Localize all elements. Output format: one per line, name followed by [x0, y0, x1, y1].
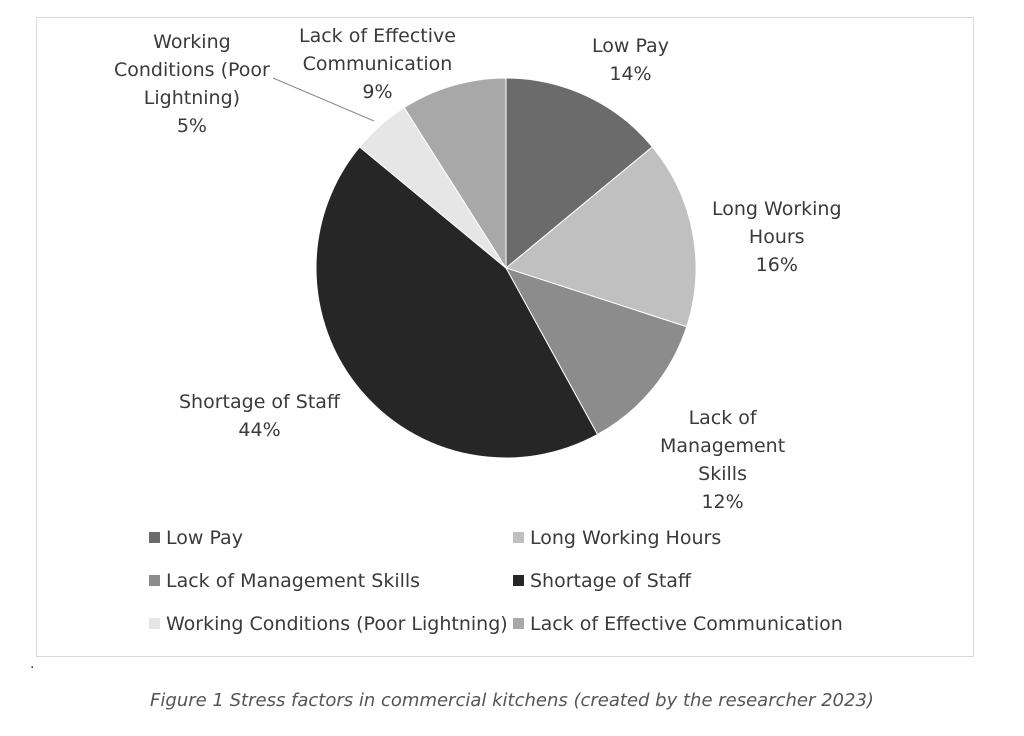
slice-label-shortage-of-staff: Shortage of Staff 44% — [179, 388, 340, 444]
slice-label-effective-communication-percent: 9% — [362, 81, 393, 103]
slice-label-long-working-hours-line2: Hours — [748, 226, 805, 248]
pie-slice-lack-of-management-skills — [504, 267, 688, 436]
legend-swatch-working-conditions — [149, 618, 160, 629]
legend-label-working-conditions: Working Conditions (Poor Lightning) — [166, 613, 508, 635]
slice-label-management-skills: Lack of Management Skills 12% — [660, 404, 785, 516]
slice-label-long-working-hours: Long Working Hours 16% — [712, 195, 842, 279]
slice-label-management-skills-line3: Skills — [698, 463, 747, 485]
legend-label-low-pay: Low Pay — [166, 527, 243, 549]
slice-label-working-conditions-percent: 5% — [176, 115, 207, 137]
pie-slice-lack-of-effective-communication — [403, 77, 507, 270]
slice-label-long-working-hours-percent: 16% — [755, 254, 798, 276]
figure-caption: Figure 1 Stress factors in commercial ki… — [150, 690, 874, 711]
legend-swatch-long-working-hours — [513, 532, 524, 543]
slice-label-management-skills-line2: Management — [660, 435, 786, 457]
legend-item-working-conditions: Working Conditions (Poor Lightning) — [149, 613, 508, 635]
pie-chart — [272, 77, 697, 459]
pie-slice-shortage-of-staff — [315, 146, 599, 459]
legend-item-management-skills: Lack of Management Skills — [149, 570, 420, 592]
slice-label-management-skills-line1: Lack of — [688, 407, 757, 429]
legend-swatch-management-skills — [149, 575, 160, 586]
legend-swatch-effective-communication — [513, 618, 524, 629]
slice-label-long-working-hours-line1: Long Working — [712, 198, 842, 220]
legend-label-management-skills: Lack of Management Skills — [166, 570, 421, 592]
pie-slice-long-working-hours — [504, 146, 697, 328]
leader-line-working-conditions — [272, 77, 375, 122]
chart-frame: Low Pay 14% Long Working Hours 16% Lack … — [36, 17, 974, 657]
slice-label-shortage-of-staff-percent: 44% — [238, 419, 281, 441]
stray-dot: . — [30, 656, 35, 672]
slice-label-effective-communication-line1: Lack of Effective — [299, 25, 456, 47]
slice-label-working-conditions-line1: Working — [153, 31, 231, 53]
legend-swatch-shortage-of-staff — [513, 575, 524, 586]
legend-item-long-working-hours: Long Working Hours — [513, 527, 721, 549]
legend-label-shortage-of-staff: Shortage of Staff — [530, 570, 692, 592]
legend-item-shortage-of-staff: Shortage of Staff — [513, 570, 691, 592]
slice-label-effective-communication: Lack of Effective Communication 9% — [299, 22, 456, 106]
slice-label-low-pay: Low Pay 14% — [592, 32, 669, 88]
slice-label-management-skills-percent: 12% — [701, 491, 744, 513]
slice-label-low-pay-name: Low Pay — [592, 35, 669, 57]
legend-item-low-pay: Low Pay — [149, 527, 243, 549]
slice-label-shortage-of-staff-name: Shortage of Staff — [179, 391, 341, 413]
slice-label-effective-communication-line2: Communication — [302, 53, 453, 75]
legend-label-long-working-hours: Long Working Hours — [530, 527, 722, 549]
slice-label-working-conditions: Working Conditions (Poor Lightning) 5% — [114, 28, 270, 140]
slice-label-working-conditions-line2: Conditions (Poor — [114, 59, 270, 81]
pie-slice-low-pay — [505, 77, 654, 270]
legend-item-effective-communication: Lack of Effective Communication — [513, 613, 843, 635]
slice-label-working-conditions-line3: Lightning) — [143, 87, 241, 109]
legend-label-effective-communication: Lack of Effective Communication — [530, 613, 843, 635]
slice-label-low-pay-percent: 14% — [609, 63, 652, 85]
legend-swatch-low-pay — [149, 532, 160, 543]
